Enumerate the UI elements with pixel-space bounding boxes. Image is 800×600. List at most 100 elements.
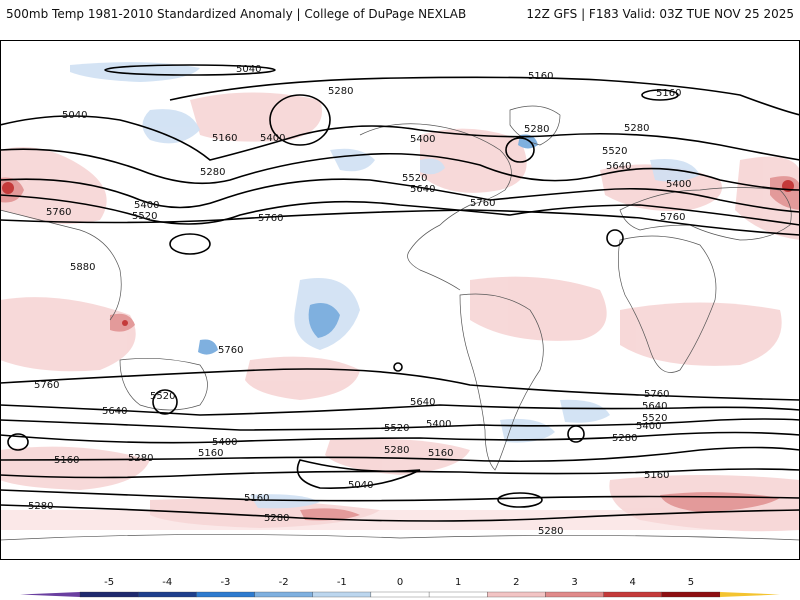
colorbar-tick-label: -1: [337, 577, 347, 588]
contour-label: 5760: [46, 207, 71, 218]
colorbar-overflow: [720, 592, 780, 597]
contour-label: 5400: [260, 133, 285, 144]
contour-5640-south: [0, 404, 800, 416]
colorbar-segment: [196, 591, 255, 598]
contour-label: 5400: [134, 200, 159, 211]
contour-5040-south: [296, 459, 421, 489]
greenland-coast: [509, 105, 561, 146]
colorbar-tick-label: -3: [220, 577, 230, 588]
contour-label: 5160: [244, 493, 269, 504]
contour-5160-south: [0, 468, 800, 479]
contour-label: 5640: [642, 401, 667, 412]
colorbar-segments: [20, 591, 780, 598]
contour-label: 5520: [384, 423, 409, 434]
colorbar-segment: [79, 591, 139, 598]
contour-label: 5400: [636, 421, 661, 432]
contour-label: 5160: [656, 88, 681, 99]
contour-5280-south: [0, 446, 800, 463]
contour-label: 5760: [258, 213, 283, 224]
contour-5520-south: [0, 418, 800, 431]
contour-5160-north: [169, 76, 800, 116]
header-bar: 500mb Temp 1981-2010 Standardized Anomal…: [0, 0, 800, 28]
contour-label: 5760: [644, 389, 669, 400]
contour-label: 5400: [410, 134, 435, 145]
run-info: 12Z GFS | F183 Valid: 03Z TUE NOV 25 202…: [526, 7, 794, 21]
contour-label: 5160: [54, 455, 79, 466]
colorbar-segment: [545, 591, 604, 598]
colorbar-segment: [138, 591, 197, 598]
contour-5400-north: [0, 148, 800, 191]
contour-label: 5760: [660, 212, 685, 223]
colorbar-segment: [603, 591, 662, 598]
contour-5280-north: [0, 115, 800, 161]
north-america-coast: [359, 123, 512, 291]
south-america-coast: [459, 293, 544, 471]
contour-label: 5160: [428, 448, 453, 459]
contour-label: 5640: [102, 406, 127, 417]
contour-label: 5160: [198, 448, 223, 459]
colorbar-segment: [370, 591, 430, 598]
contour-label: 5760: [218, 345, 243, 356]
contour-label: 5520: [402, 173, 427, 184]
contour-label: 5280: [264, 513, 289, 524]
contour-5040-arctic: [104, 64, 276, 76]
contour-label: 5280: [612, 433, 637, 444]
contour-label: 5640: [410, 397, 435, 408]
contour-label: 5520: [132, 211, 157, 222]
colorbar-tick-label: 4: [630, 577, 636, 588]
contour-label: 5040: [62, 110, 87, 121]
contour-5400-south: [0, 431, 800, 444]
warm-anomaly-shading: [0, 92, 800, 532]
height-contours: [0, 64, 800, 522]
contour-label: 5280: [538, 526, 563, 537]
contour-5280-antarctic: [0, 504, 800, 522]
contour-label: 5040: [236, 64, 261, 75]
contour-5760-north: [0, 209, 800, 236]
colorbar-segment: [312, 591, 372, 598]
anomaly-map[interactable]: 5040 5160 5160 5280 5280 5040 5160 5400 …: [0, 40, 800, 560]
colorbar: -5 -4 -3 -2 -1 0 1 2 3 4 5: [20, 577, 780, 598]
contour-5160-loop-west: [7, 433, 29, 451]
contour-label: 5400: [212, 437, 237, 448]
colorbar-tick-label: 1: [455, 577, 461, 588]
colorbar-segment: [428, 591, 488, 598]
contour-label: 5280: [200, 167, 225, 178]
contour-5520-loop-antarctic: [497, 492, 543, 508]
antarctica-coast: [0, 534, 800, 541]
contour-label: 5760: [470, 198, 495, 209]
contour-label: 5640: [606, 161, 631, 172]
contour-5760-south: [0, 368, 800, 401]
contour-label: 5160: [644, 470, 669, 481]
contour-label: 5880: [70, 262, 95, 273]
colorbar-segment: [661, 591, 721, 598]
contour-label: 5640: [410, 184, 435, 195]
contour-label: 5400: [666, 179, 691, 190]
contour-label: 5520: [150, 391, 175, 402]
asia-pacific-coast: [0, 209, 122, 321]
contour-label: 5280: [128, 453, 153, 464]
contour-label: 5280: [624, 123, 649, 134]
colorbar-segment: [254, 591, 313, 598]
contour-label: 5160: [212, 133, 237, 144]
contour-label: 5280: [524, 124, 549, 135]
contour-label: 5280: [28, 501, 53, 512]
contour-5400-loop-north: [505, 137, 535, 163]
contour-5760-loop-atlantic: [606, 229, 624, 247]
africa-coast: [618, 235, 717, 373]
australia-coast: [119, 358, 208, 411]
contour-5280-loop-north: [269, 94, 331, 146]
contour-5880-loop: [169, 233, 211, 255]
colorbar-ticks: -5 -4 -3 -2 -1 0 1 2 3 4 5: [104, 577, 694, 588]
contour-labels: 5040 5160 5160 5280 5280 5040 5160 5400 …: [28, 64, 691, 537]
contour-5520-loop: [152, 389, 178, 415]
colorbar-segment: [487, 591, 546, 598]
colorbar-tick-label: -4: [162, 577, 172, 588]
contour-5520-north: [0, 178, 800, 213]
contour-label: 5400: [426, 419, 451, 430]
contour-label: 5280: [328, 86, 353, 97]
contour-5760-loop-pacific: [393, 362, 403, 372]
contour-label: 5040: [348, 480, 373, 491]
contour-label: 5520: [642, 413, 667, 424]
colorbar-tick-label: -5: [104, 577, 114, 588]
colorbar-tick-label: -2: [279, 577, 289, 588]
